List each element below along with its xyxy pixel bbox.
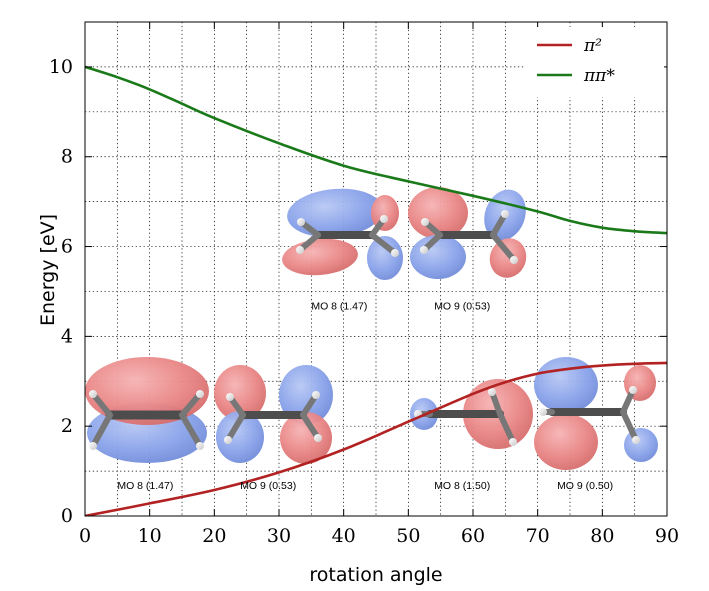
molecule-bond [620,387,636,415]
molecule-bond [497,411,516,445]
y-tick-label: 2 [61,415,73,437]
hydrogen-atom [89,442,97,450]
orbital-lobe-negative [216,411,264,463]
orbital-left-lobe [534,357,658,470]
orbital-antisymmetric [214,365,333,464]
orbital-twisted-bonding [282,188,403,280]
orbital-lobe-positive [534,414,598,470]
hydrogen-atom [226,393,234,401]
molecule-bond [300,412,321,441]
y-tick-label: 8 [61,146,73,168]
hydrogen-atom [196,390,204,398]
x-tick-label: 30 [267,525,291,547]
orbital-label: MO 8 (1.47) [117,480,173,492]
orbital-labels: MO 8 (1.47) MO 9 (0.53) MO 8 (1.47) MO 9 (0… [117,300,613,492]
orbital-lobe-positive [371,195,399,231]
hydrogen-atom [224,436,232,444]
hydrogen-atom [297,218,305,226]
orbital-symmetric [85,357,209,463]
x-tick-label: 60 [461,525,485,547]
y-tick-label: 10 [49,56,73,78]
molecule-bond [490,232,517,263]
hydrogen-atom [296,246,304,254]
molecule-bond [490,211,508,238]
legend-box [524,27,664,97]
y-tick-label: 6 [61,236,73,258]
legend: π² ππ* [524,27,664,97]
x-tick-label: 20 [202,525,226,547]
molecule-bond [179,391,203,418]
molecule-bond [225,412,246,443]
hydrogen-atom [539,408,547,416]
y-tick-label: 4 [61,325,73,347]
x-tick-label: 50 [396,525,420,547]
molecule-bond [620,409,639,443]
hydrogen-atom [391,249,399,257]
orbital-lobe-negative [624,428,658,462]
orbital-lobe-positive [408,187,468,239]
orbital-lobe-negative [367,236,403,280]
orbital-lobe-negative [287,188,383,238]
orbital-label: MO 9 (0.53) [434,300,490,312]
axis-ticks: 0 10 20 30 40 50 60 70 80 90 0 2 4 6 8 10 [49,22,679,547]
series-line-0 [85,361,667,516]
hydrogen-atom [312,391,320,399]
orbital-lobe-positive [282,238,358,276]
x-tick-label: 90 [655,525,679,547]
orbital-label: MO 8 (1.50) [434,480,490,492]
x-axis-title: rotation angle [309,564,442,586]
hydrogen-atom [629,386,637,394]
orbital-lobe-negative [279,365,333,425]
x-tick-label: 40 [332,525,356,547]
hydrogen-atom [488,388,496,396]
hydrogen-atom [510,256,518,264]
legend-entry: π² [583,36,602,56]
hydrogen-atom [196,442,204,450]
x-tick-label: 70 [526,525,550,547]
series-lines [85,65,667,516]
molecule-bond [90,412,113,449]
x-tick-label: 80 [590,525,614,547]
orbital-images [85,187,658,470]
x-tick-label: 10 [138,525,162,547]
orbital-label: MO 9 (0.50) [557,480,613,492]
y-axis-title: Energy [eV] [37,214,59,326]
orbital-lobe-positive [85,357,209,425]
orbital-twisted-antibonding [408,187,527,279]
legend-entry: ππ* [583,66,615,86]
orbital-label: MO 8 (1.47) [311,300,367,312]
hydrogen-atom [509,438,517,446]
series-line-1 [85,65,667,235]
orbital-label: MO 9 (0.53) [240,480,296,492]
y-tick-label: 0 [61,505,73,527]
plot-frame [84,21,668,517]
hydrogen-atom [632,436,640,444]
x-tick-label: 0 [79,525,91,547]
hydrogen-atom [380,215,388,223]
orbital-lobe-positive [214,365,266,421]
hydrogen-atom [421,218,429,226]
molecule-bond [369,232,398,256]
hydrogen-atom [501,210,509,218]
orbital-lobe-negative [534,357,598,413]
molecule-bond [90,391,113,418]
hydrogen-atom [314,434,322,442]
hydrogen-atom [420,246,428,254]
molecule-bond [179,412,203,449]
orbital-lobe-negative [410,235,466,279]
orbital-lobe-positive [280,412,332,464]
hydrogen-atom [89,390,97,398]
orbital-lobe-positive [489,238,527,278]
